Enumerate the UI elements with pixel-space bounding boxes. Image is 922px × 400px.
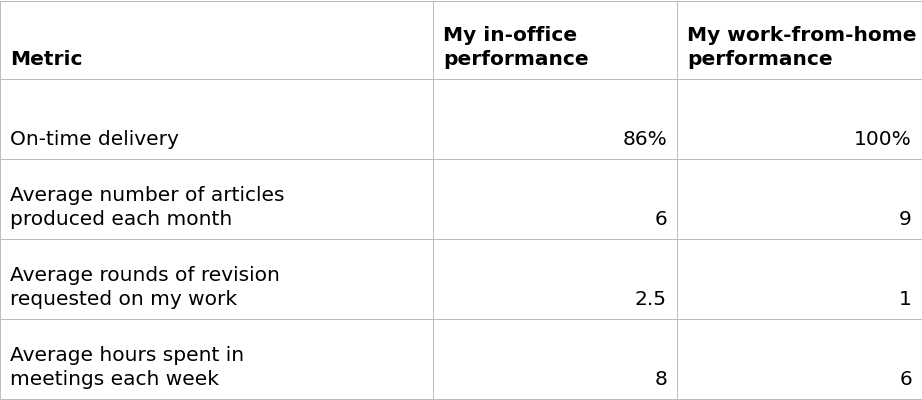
Text: Average number of articles
produced each month: Average number of articles produced each… bbox=[10, 186, 285, 229]
Text: 2.5: 2.5 bbox=[635, 290, 667, 309]
Text: My work-from-home
performance: My work-from-home performance bbox=[687, 26, 916, 69]
Text: 9: 9 bbox=[899, 210, 912, 229]
Bar bbox=[677, 319, 922, 399]
Bar bbox=[0, 319, 433, 399]
Text: My in-office
performance: My in-office performance bbox=[443, 26, 588, 69]
Bar bbox=[0, 79, 433, 159]
Bar bbox=[677, 159, 922, 239]
Bar bbox=[433, 319, 677, 399]
Bar bbox=[0, 159, 433, 239]
Text: On-time delivery: On-time delivery bbox=[10, 130, 179, 149]
Bar bbox=[677, 239, 922, 319]
Bar bbox=[677, 1, 922, 79]
Bar bbox=[0, 1, 433, 79]
Text: 8: 8 bbox=[654, 370, 667, 389]
Bar bbox=[433, 239, 677, 319]
Text: Metric: Metric bbox=[10, 50, 82, 69]
Text: 1: 1 bbox=[899, 290, 912, 309]
Bar bbox=[433, 79, 677, 159]
Text: 86%: 86% bbox=[622, 130, 667, 149]
Text: 6: 6 bbox=[899, 370, 912, 389]
Text: 6: 6 bbox=[655, 210, 667, 229]
Bar bbox=[433, 159, 677, 239]
Bar bbox=[677, 79, 922, 159]
Text: Average rounds of revision
requested on my work: Average rounds of revision requested on … bbox=[10, 266, 280, 309]
Text: 100%: 100% bbox=[855, 130, 912, 149]
Text: Average hours spent in
meetings each week: Average hours spent in meetings each wee… bbox=[10, 346, 244, 389]
Bar bbox=[0, 239, 433, 319]
Bar bbox=[433, 1, 677, 79]
